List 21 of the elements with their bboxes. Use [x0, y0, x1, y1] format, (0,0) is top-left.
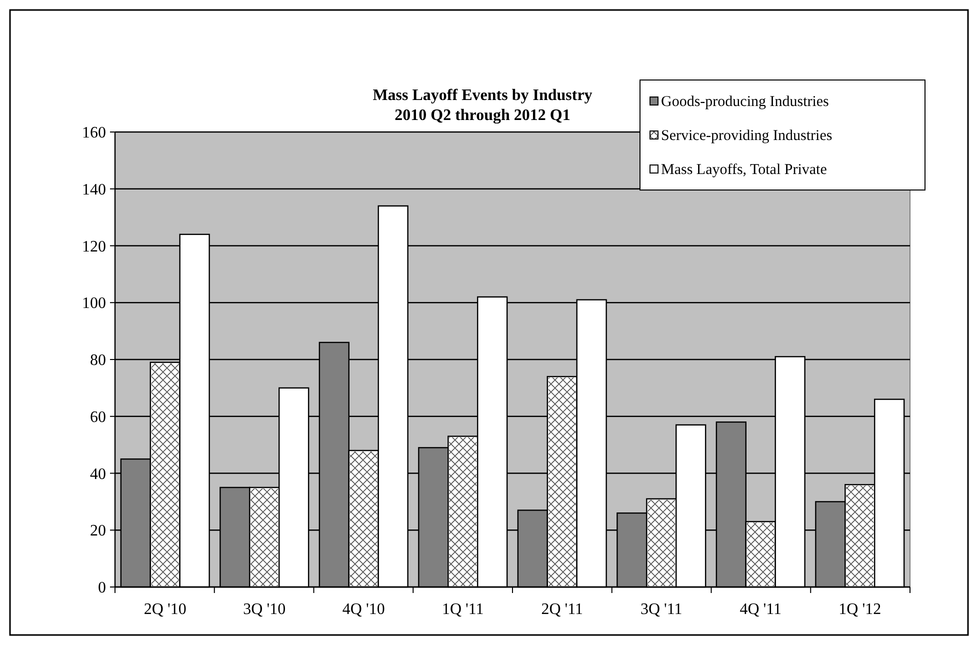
y-tick-label: 100 [82, 295, 106, 312]
x-tick-label: 2Q '10 [144, 601, 186, 618]
y-tick-label: 0 [98, 580, 106, 597]
y-tick-label: 140 [82, 181, 106, 198]
x-tick-label: 1Q '12 [838, 601, 882, 618]
legend-label: Service-providing Industries [661, 128, 832, 144]
y-tick-label: 60 [90, 408, 106, 426]
y-tick-label: 120 [82, 238, 106, 256]
x-tick-label: 3Q '11 [640, 601, 682, 618]
y-tick-label: 20 [90, 522, 106, 540]
y-tick-label: 160 [82, 124, 106, 142]
x-tick-label: 1Q '11 [442, 601, 484, 618]
x-tick-label: 4Q '11 [740, 601, 782, 618]
x-tick-label: 3Q '10 [243, 601, 286, 618]
x-tick-label: 2Q '11 [541, 601, 584, 618]
chart-title: Mass Layoff Events by Industry 2010 Q2 through 2012 Q1 [372, 87, 592, 124]
legend-label: Goods-producing Industries [661, 94, 830, 110]
x-tick-label: 4Q '10 [342, 601, 385, 618]
y-tick-label: 40 [90, 466, 106, 483]
y-tick-label: 80 [90, 352, 106, 370]
legend-label: Mass Layoffs, Total Private [661, 162, 828, 178]
